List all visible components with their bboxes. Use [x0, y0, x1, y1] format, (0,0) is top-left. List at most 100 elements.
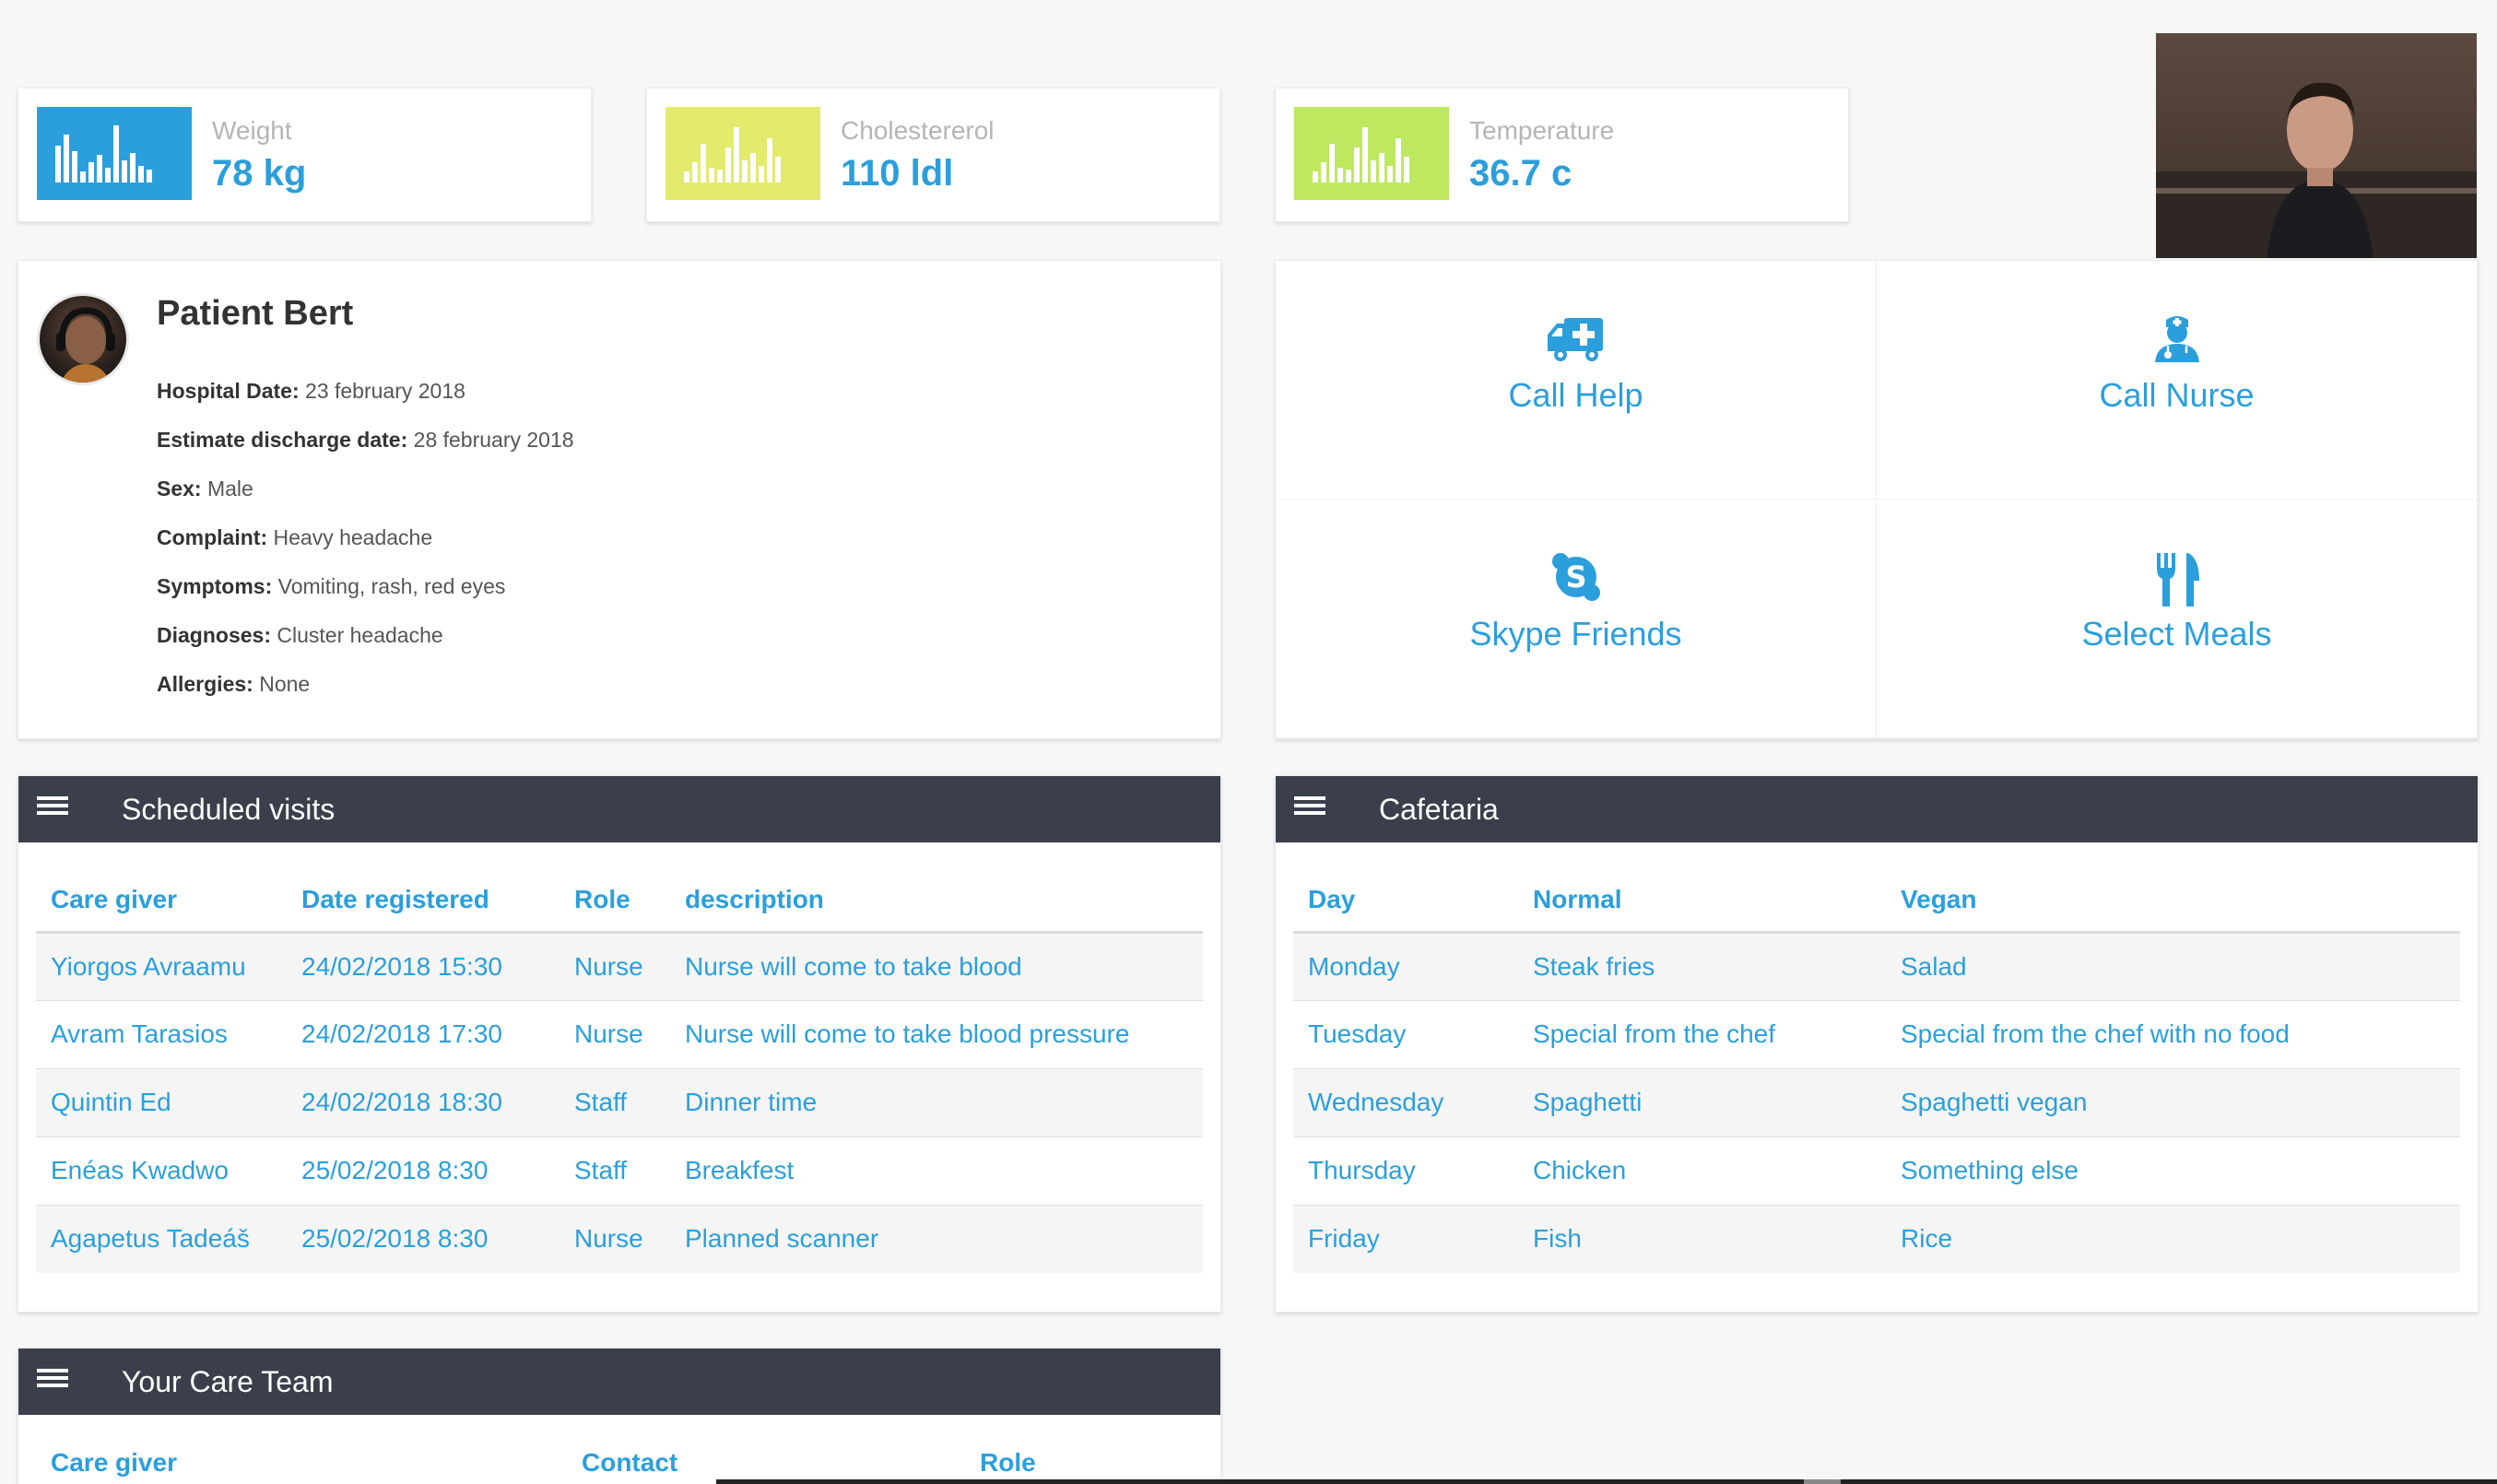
table-cell: Fish	[1518, 1204, 1886, 1273]
table-cell: 25/02/2018 8:30	[287, 1204, 559, 1273]
table-cell: Thursday	[1293, 1136, 1518, 1205]
table-cell: 24/02/2018 15:30	[287, 931, 559, 1000]
skype-icon: S	[1551, 553, 1600, 601]
webcam-preview	[2156, 33, 2477, 258]
table-cell: Staff	[559, 1067, 670, 1137]
stat-card-weight: Weight 78 kg	[18, 88, 592, 222]
detail-row-discharge-date: Estimate discharge date: 28 february 201…	[157, 428, 574, 477]
bar-chart-icon	[1294, 107, 1449, 200]
table-cell: Spaghetti vegan	[1886, 1067, 2460, 1137]
table-cell: 25/02/2018 8:30	[287, 1136, 559, 1205]
column-header[interactable]: Date registered	[287, 864, 559, 934]
table-cell: Friday	[1293, 1204, 1518, 1273]
column-header[interactable]: Role	[965, 1427, 1203, 1484]
table-cell: Dinner time	[670, 1067, 1203, 1137]
table-row[interactable]: Thursday Chicken Something else	[1293, 1136, 2460, 1205]
column-header[interactable]: Contact	[567, 1427, 965, 1484]
patient-details: Hospital Date: 23 february 2018 Estimate…	[157, 379, 574, 721]
action-label: Call Help	[1508, 376, 1643, 414]
table-cell: Nurse	[559, 1204, 670, 1273]
table-row[interactable]: Yiorgos Avraamu 24/02/2018 15:30 Nurse N…	[36, 931, 1203, 1000]
stat-card-cholesterol: Cholestererol 110 ldl	[646, 88, 1220, 222]
table-cell: Nurse will come to take blood pressure	[670, 999, 1203, 1068]
table-row[interactable]: Wednesday Spaghetti Spaghetti vegan	[1293, 1067, 2460, 1137]
menu-icon[interactable]	[37, 1369, 68, 1395]
detail-row-sex: Sex: Male	[157, 477, 574, 525]
detail-row-allergies: Allergies: None	[157, 672, 574, 721]
table-cell: Quintin Ed	[36, 1067, 287, 1137]
column-header[interactable]: Normal	[1518, 864, 1886, 934]
detail-value: Male	[206, 477, 253, 501]
stat-label: Cholestererol	[841, 116, 995, 145]
horizontal-scrollbar[interactable]	[716, 1479, 2497, 1484]
detail-label: Symptoms:	[157, 574, 273, 598]
menu-icon[interactable]	[37, 796, 68, 822]
detail-label: Sex:	[157, 477, 202, 501]
table-cell: Yiorgos Avraamu	[36, 931, 287, 1000]
stat-value: 36.7 c	[1469, 153, 1572, 194]
table-cell: Nurse	[559, 931, 670, 1000]
table-cell: Staff	[559, 1136, 670, 1205]
table-row[interactable]: Enéas Kwadwo 25/02/2018 8:30 Staff Break…	[36, 1136, 1203, 1205]
table-row[interactable]: Tuesday Special from the chef Special fr…	[1293, 999, 2460, 1068]
panel-header: Scheduled visits	[18, 776, 1220, 842]
detail-label: Diagnoses:	[157, 623, 271, 647]
table-cell: Wednesday	[1293, 1067, 1518, 1137]
svg-text:S: S	[1565, 559, 1586, 595]
stat-card-temperature: Temperature 36.7 c	[1275, 88, 1849, 222]
detail-value: 23 february 2018	[305, 379, 465, 403]
table-cell: Spaghetti	[1518, 1067, 1886, 1137]
detail-row-diagnoses: Diagnoses: Cluster headache	[157, 623, 574, 672]
panel-title: Cafetaria	[1379, 793, 1499, 826]
column-header[interactable]: description	[670, 864, 1203, 934]
care-team-table: Care giver Contact Role	[36, 1427, 1203, 1484]
column-header[interactable]: Vegan	[1886, 864, 2460, 934]
panel-header: Cafetaria	[1276, 776, 2478, 842]
table-cell: Special from the chef	[1518, 999, 1886, 1068]
stat-value: 78 kg	[212, 153, 307, 194]
detail-value: Vomiting, rash, red eyes	[277, 574, 506, 598]
call-nurse-button[interactable]: Call Nurse	[1877, 261, 2478, 500]
table-cell: Nurse will come to take blood	[670, 931, 1203, 1000]
utensils-icon	[2156, 553, 2199, 607]
column-header[interactable]: Care giver	[36, 864, 287, 934]
detail-label: Complaint:	[157, 525, 268, 549]
table-cell: Agapetus Tadeáš	[36, 1204, 287, 1273]
action-label: Call Nurse	[2099, 376, 2255, 414]
table-cell: Enéas Kwadwo	[36, 1136, 287, 1205]
avatar	[37, 293, 129, 385]
call-help-button[interactable]: Call Help	[1276, 261, 1877, 500]
table-cell: Tuesday	[1293, 999, 1518, 1068]
skype-friends-button[interactable]: S Skype Friends	[1276, 500, 1877, 738]
table-cell: Chicken	[1518, 1136, 1886, 1205]
stat-label: Weight	[212, 116, 292, 145]
table-row[interactable]: Friday Fish Rice	[1293, 1204, 2460, 1273]
table-header-row: Care giver Contact Role	[36, 1427, 1203, 1484]
bar-chart-icon	[665, 107, 820, 200]
patient-card: Patient Bert Hospital Date: 23 february …	[18, 260, 1221, 739]
care-team-panel: Your Care Team Care giver Contact Role	[18, 1348, 1221, 1484]
scheduled-visits-panel: Scheduled visits Care giver Date registe…	[18, 775, 1221, 1313]
detail-value: Heavy headache	[273, 525, 433, 549]
detail-row-complaint: Complaint: Heavy headache	[157, 525, 574, 574]
table-cell: Monday	[1293, 931, 1518, 1000]
table-cell: Planned scanner	[670, 1204, 1203, 1273]
visits-table: Care giver Date registered Role descript…	[36, 864, 1203, 1273]
panel-header: Your Care Team	[18, 1349, 1220, 1415]
table-cell: Salad	[1886, 931, 2460, 1000]
table-row[interactable]: Monday Steak fries Salad	[1293, 931, 2460, 1000]
table-row[interactable]: Avram Tarasios 24/02/2018 17:30 Nurse Nu…	[36, 999, 1203, 1068]
detail-label: Hospital Date:	[157, 379, 300, 403]
table-row[interactable]: Agapetus Tadeáš 25/02/2018 8:30 Nurse Pl…	[36, 1204, 1203, 1273]
cafeteria-panel: Cafetaria Day Normal Vegan Monday Steak …	[1275, 775, 2479, 1313]
select-meals-button[interactable]: Select Meals	[1877, 500, 2478, 738]
column-header[interactable]: Role	[559, 864, 670, 934]
table-cell: Avram Tarasios	[36, 999, 287, 1068]
detail-value: Cluster headache	[277, 623, 443, 647]
column-header[interactable]: Care giver	[36, 1427, 567, 1484]
action-label: Skype Friends	[1469, 615, 1682, 653]
column-header[interactable]: Day	[1293, 864, 1518, 934]
menu-icon[interactable]	[1294, 796, 1325, 822]
table-cell: 24/02/2018 18:30	[287, 1067, 559, 1137]
table-row[interactable]: Quintin Ed 24/02/2018 18:30 Staff Dinner…	[36, 1067, 1203, 1137]
